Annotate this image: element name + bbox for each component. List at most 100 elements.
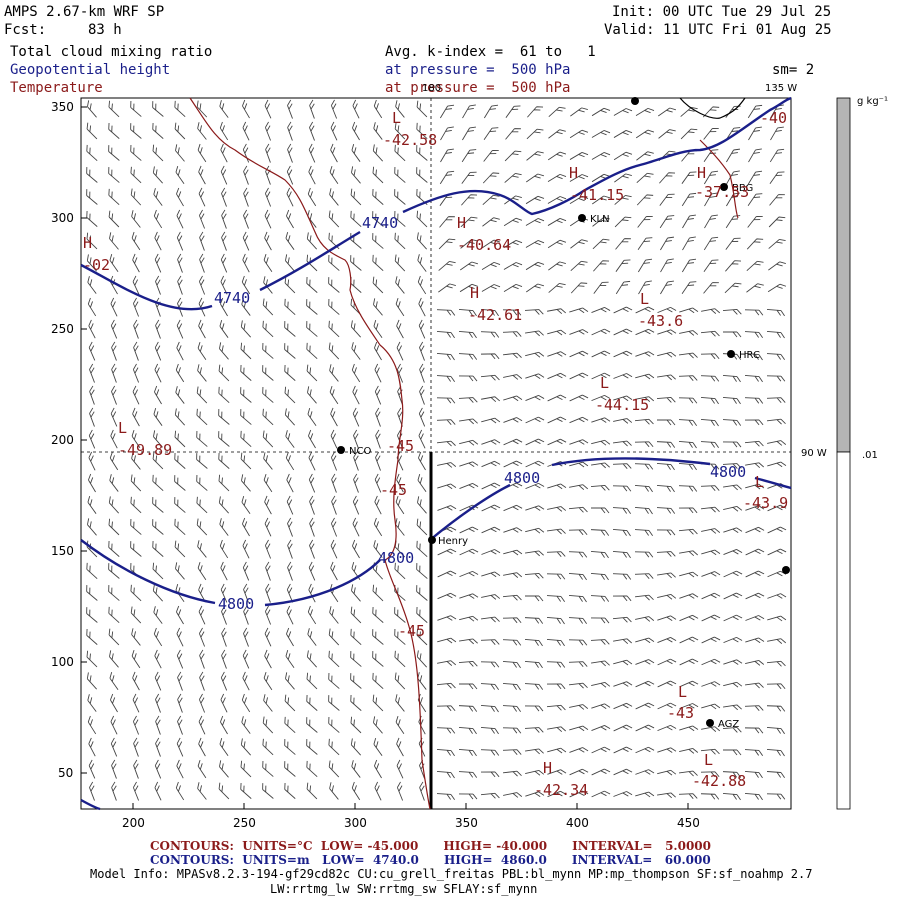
wind-barb: [613, 791, 633, 797]
wind-barb: [634, 529, 653, 537]
smoothing-label: sm= 2: [772, 62, 815, 78]
wind-barb: [436, 375, 456, 382]
wind-barb: [722, 419, 742, 426]
wind-barb: [243, 627, 249, 647]
wind-barb: [86, 650, 98, 668]
wind-barb: [86, 254, 97, 272]
wind-barb: [678, 375, 698, 381]
wind-barb: [700, 375, 720, 382]
wind-barb: [766, 771, 785, 779]
wind-barb: [524, 683, 544, 690]
wind-barb: [503, 374, 523, 380]
station-label-hrc: HRC: [739, 350, 760, 361]
wind-barb: [417, 254, 427, 272]
wind-barb: [766, 397, 786, 404]
wind-barb: [482, 194, 500, 206]
y-tick-label: 200: [51, 433, 74, 447]
wind-barb: [372, 672, 384, 690]
x-tick-label: 300: [344, 816, 367, 830]
wind-barb: [372, 254, 384, 272]
wind-barb: [458, 375, 478, 382]
wind-barb: [436, 770, 455, 779]
wind-barb: [744, 727, 764, 734]
wind-barb: [285, 254, 295, 272]
wind-barb: [524, 309, 544, 315]
y-tick-label: 100: [51, 655, 74, 669]
wind-barb: [437, 637, 457, 644]
wind-barb: [438, 238, 456, 250]
wind-barb: [395, 495, 405, 515]
wind-barb: [569, 372, 589, 380]
wind-barb: [459, 570, 479, 578]
wind-barb: [176, 759, 184, 779]
wind-barb: [547, 747, 567, 754]
wind-barb: [351, 760, 361, 778]
wind-barb: [110, 715, 118, 735]
wind-barb: [766, 683, 786, 690]
wind-barb: [132, 275, 140, 295]
wind-barb: [218, 782, 230, 800]
wind-barb: [198, 297, 206, 317]
wind-barb: [505, 128, 521, 140]
wind-barb: [437, 592, 457, 600]
wind-barb: [483, 127, 499, 141]
wind-barb: [679, 770, 698, 777]
svg-text:H: H: [83, 234, 92, 252]
wind-barb: [352, 407, 360, 427]
plot-frame: [80, 97, 792, 810]
wind-barb: [329, 364, 339, 382]
station-label-agz: AGZ: [718, 719, 739, 730]
wind-barb: [350, 738, 362, 756]
wind-barb: [502, 331, 522, 337]
wind-barb: [768, 216, 786, 228]
wind-barb: [613, 659, 633, 666]
wind-barb: [590, 485, 610, 491]
wind-barb: [416, 210, 428, 228]
wind-barb: [372, 211, 384, 227]
wind-barb: [177, 297, 183, 317]
wind-barb: [701, 703, 721, 710]
wind-barb: [681, 171, 697, 184]
wind-barb: [745, 615, 765, 621]
wind-barb: [458, 308, 477, 317]
wind-barb: [351, 584, 361, 602]
wind-barb: [394, 672, 406, 690]
wind-barb: [243, 165, 249, 185]
wind-barb: [634, 485, 653, 493]
wind-barb: [352, 495, 360, 515]
wind-barb: [568, 661, 588, 668]
wind-barb: [502, 749, 522, 756]
wind-barb: [635, 373, 655, 380]
wind-barb: [108, 122, 120, 139]
svg-text:-40.64: -40.64: [457, 236, 511, 254]
wind-barb: [416, 232, 427, 250]
wind-barb: [240, 738, 251, 756]
wind-barb: [570, 282, 588, 294]
wind-barb: [174, 122, 186, 140]
wind-barb: [569, 484, 589, 490]
wind-barb: [284, 716, 296, 734]
wind-barb: [701, 681, 721, 687]
svg-text:L: L: [704, 751, 713, 769]
wind-barb: [591, 660, 610, 667]
wind-barb: [482, 172, 500, 184]
wind-barb: [657, 419, 676, 426]
svg-text:-40: -40: [760, 109, 787, 127]
wind-barb: [153, 430, 163, 448]
wind-barb: [240, 320, 252, 338]
wind-barb: [108, 210, 120, 228]
wind-barb: [657, 306, 677, 314]
wind-barb: [613, 151, 633, 161]
model-info-2: LW:rrtmg_lw SW:rrtmg_sw SFLAY:sf_mynn: [270, 882, 538, 896]
wind-barb: [591, 107, 611, 117]
y-tick-label: 150: [51, 544, 74, 558]
wind-barb: [175, 166, 185, 184]
wind-barb: [659, 193, 675, 206]
wind-barb: [634, 506, 653, 515]
wind-barb: [351, 342, 361, 360]
wind-barb: [502, 770, 522, 777]
wind-barb: [437, 570, 457, 578]
wind-barb: [287, 517, 293, 537]
wind-barb: [744, 397, 764, 404]
